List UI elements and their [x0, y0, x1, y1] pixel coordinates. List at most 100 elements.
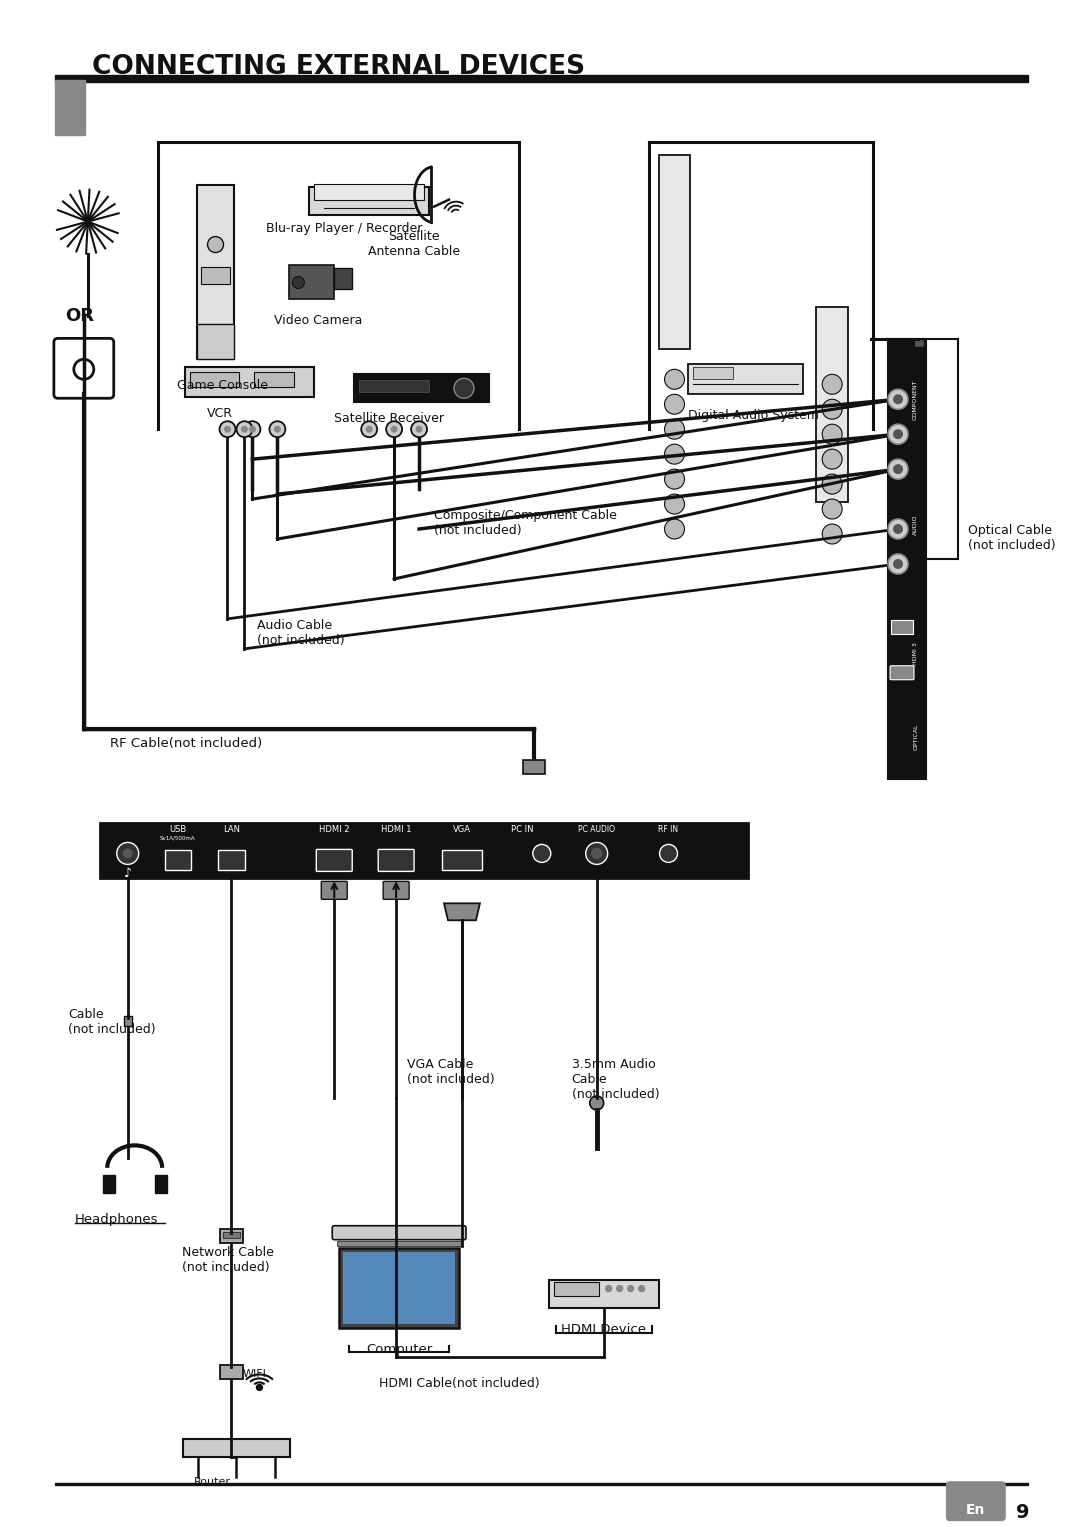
Circle shape	[664, 495, 685, 515]
Text: USB: USB	[168, 826, 186, 834]
Circle shape	[123, 849, 133, 858]
Bar	[219, 1365, 243, 1379]
Bar	[688, 365, 804, 394]
Text: HDMI 2: HDMI 2	[319, 826, 350, 834]
Text: Sv1A/500mA: Sv1A/500mA	[160, 835, 195, 840]
Text: Game Console: Game Console	[177, 379, 268, 392]
Text: OPTICAL: OPTICAL	[914, 724, 918, 750]
FancyBboxPatch shape	[378, 849, 414, 872]
Bar	[914, 339, 924, 347]
Bar	[197, 185, 234, 359]
Circle shape	[893, 524, 903, 534]
Circle shape	[822, 425, 842, 444]
Bar	[693, 368, 733, 379]
Text: Computer: Computer	[366, 1342, 432, 1356]
Circle shape	[241, 426, 248, 432]
Text: VGA: VGA	[453, 826, 471, 834]
Bar	[154, 1174, 166, 1193]
Text: Audio Cable
(not included): Audio Cable (not included)	[257, 618, 345, 647]
Circle shape	[664, 394, 685, 414]
Bar	[554, 1281, 598, 1295]
Text: HDMI Device: HDMI Device	[562, 1322, 646, 1336]
FancyBboxPatch shape	[316, 849, 352, 872]
Circle shape	[664, 370, 685, 389]
Text: Composite/Component Cable
(not included): Composite/Component Cable (not included)	[434, 508, 617, 538]
Text: 3.5mm Audio
Cable
(not included): 3.5mm Audio Cable (not included)	[571, 1058, 660, 1101]
Circle shape	[627, 1286, 634, 1292]
Circle shape	[822, 374, 842, 394]
Circle shape	[391, 426, 397, 432]
Bar	[103, 1174, 114, 1193]
Circle shape	[590, 1096, 604, 1110]
Text: 9: 9	[1016, 1503, 1029, 1522]
Circle shape	[888, 519, 908, 539]
Bar	[55, 75, 1028, 82]
Bar	[339, 1248, 459, 1327]
Circle shape	[888, 554, 908, 574]
Bar	[335, 267, 352, 290]
Circle shape	[664, 420, 685, 440]
Text: Satellite Receiver: Satellite Receiver	[334, 412, 444, 425]
Circle shape	[893, 394, 903, 405]
Bar	[309, 186, 429, 215]
Bar	[354, 374, 489, 402]
Circle shape	[249, 426, 256, 432]
Text: En: En	[967, 1503, 986, 1518]
Text: Network Cable
(not included): Network Cable (not included)	[181, 1246, 273, 1274]
Circle shape	[592, 849, 602, 858]
Circle shape	[224, 426, 231, 432]
Circle shape	[606, 1286, 611, 1292]
Text: RF IN: RF IN	[659, 826, 678, 834]
Circle shape	[256, 1385, 262, 1391]
Text: PC IN: PC IN	[511, 826, 534, 834]
Bar	[289, 264, 335, 299]
Bar	[337, 1241, 461, 1246]
FancyBboxPatch shape	[383, 881, 409, 899]
FancyBboxPatch shape	[946, 1481, 1005, 1521]
Text: WIFI: WIFI	[243, 1370, 267, 1379]
Circle shape	[293, 276, 305, 289]
Bar	[164, 851, 190, 870]
Bar	[99, 823, 748, 878]
Text: Cable
(not included): Cable (not included)	[68, 1008, 156, 1037]
Text: Satellite
Antenna Cable: Satellite Antenna Cable	[368, 229, 460, 258]
Circle shape	[660, 844, 677, 863]
Circle shape	[73, 359, 94, 379]
Text: LAN: LAN	[222, 826, 240, 834]
Text: Digital Audio System: Digital Audio System	[688, 409, 819, 423]
Circle shape	[366, 426, 373, 432]
Bar	[201, 267, 230, 284]
Circle shape	[454, 379, 474, 399]
Circle shape	[664, 469, 685, 489]
Text: Video Camera: Video Camera	[274, 315, 363, 327]
Text: VCR: VCR	[206, 408, 232, 420]
Bar	[314, 183, 424, 200]
Circle shape	[617, 1286, 623, 1292]
Circle shape	[219, 421, 235, 437]
Text: Router: Router	[194, 1477, 231, 1487]
Text: HDMI 3: HDMI 3	[914, 641, 918, 664]
Bar	[891, 620, 913, 634]
Text: PC AUDIO: PC AUDIO	[578, 826, 616, 834]
Circle shape	[387, 421, 402, 437]
Circle shape	[274, 426, 281, 432]
Circle shape	[822, 399, 842, 420]
Bar	[219, 1229, 243, 1243]
Circle shape	[207, 237, 224, 252]
Bar	[523, 759, 544, 774]
Bar	[197, 324, 234, 359]
Text: Blu-ray Player / Recorder: Blu-ray Player / Recorder	[266, 221, 422, 235]
Bar	[360, 380, 429, 392]
Text: OR: OR	[65, 307, 94, 325]
Bar	[888, 339, 926, 779]
Circle shape	[893, 559, 903, 570]
Bar	[442, 851, 482, 870]
Circle shape	[269, 421, 285, 437]
Text: ♪: ♪	[124, 867, 132, 881]
Polygon shape	[444, 904, 480, 921]
Text: Headphones: Headphones	[75, 1212, 159, 1226]
Circle shape	[244, 421, 260, 437]
Circle shape	[893, 429, 903, 440]
Circle shape	[893, 464, 903, 473]
Circle shape	[361, 421, 377, 437]
